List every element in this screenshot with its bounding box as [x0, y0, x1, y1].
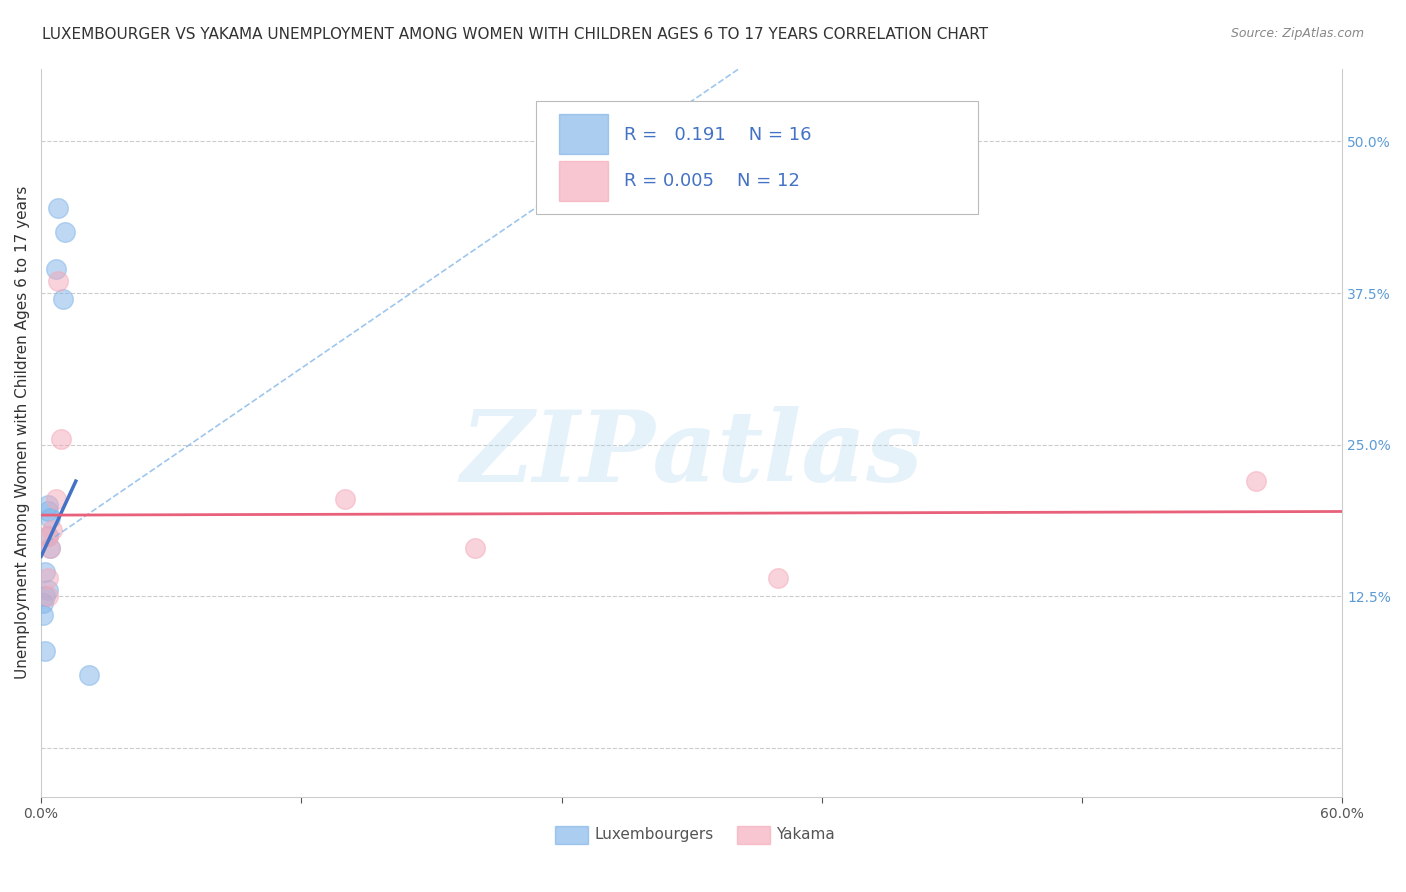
- Text: LUXEMBOURGER VS YAKAMA UNEMPLOYMENT AMONG WOMEN WITH CHILDREN AGES 6 TO 17 YEARS: LUXEMBOURGER VS YAKAMA UNEMPLOYMENT AMON…: [42, 27, 988, 42]
- Point: [768, 571, 790, 585]
- Point: [464, 541, 486, 555]
- Point: [34, 644, 56, 658]
- Point: [41, 523, 63, 537]
- Y-axis label: Unemployment Among Women with Children Ages 6 to 17 years: Unemployment Among Women with Children A…: [15, 186, 30, 680]
- Point: [38, 541, 60, 555]
- FancyBboxPatch shape: [536, 102, 979, 214]
- Point: [48, 274, 70, 288]
- Point: [37, 571, 59, 585]
- Text: R =   0.191    N = 16: R = 0.191 N = 16: [624, 126, 811, 144]
- Point: [45, 492, 67, 507]
- FancyBboxPatch shape: [555, 826, 588, 844]
- Text: Source: ZipAtlas.com: Source: ZipAtlas.com: [1230, 27, 1364, 40]
- Text: Luxembourgers: Luxembourgers: [595, 827, 713, 842]
- Point: [38, 541, 60, 555]
- Point: [1244, 474, 1267, 488]
- Point: [34, 590, 56, 604]
- Point: [52, 292, 75, 306]
- Point: [49, 432, 72, 446]
- Text: Yakama: Yakama: [776, 827, 835, 842]
- FancyBboxPatch shape: [560, 114, 609, 154]
- Point: [37, 499, 59, 513]
- Point: [53, 225, 76, 239]
- Point: [32, 595, 55, 609]
- Text: ZIPatlas: ZIPatlas: [461, 406, 922, 503]
- FancyBboxPatch shape: [737, 826, 769, 844]
- Point: [37, 504, 59, 518]
- Point: [37, 590, 59, 604]
- Point: [32, 607, 55, 622]
- Point: [77, 668, 100, 682]
- Point: [48, 201, 70, 215]
- Point: [45, 261, 67, 276]
- FancyBboxPatch shape: [560, 161, 609, 201]
- Point: [34, 565, 56, 579]
- Point: [37, 529, 59, 543]
- Text: R = 0.005    N = 12: R = 0.005 N = 12: [624, 172, 800, 190]
- Point: [333, 492, 356, 507]
- Point: [38, 510, 60, 524]
- Point: [37, 583, 59, 598]
- Point: [37, 529, 59, 543]
